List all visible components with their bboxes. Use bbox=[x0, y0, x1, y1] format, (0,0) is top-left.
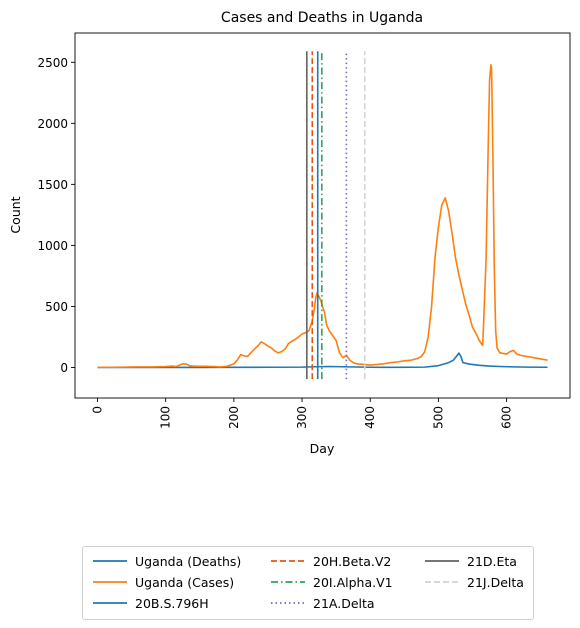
legend-swatch bbox=[425, 560, 459, 562]
legend-item: Uganda (Cases) bbox=[91, 572, 234, 592]
legend-swatch bbox=[93, 602, 127, 604]
series-line-1 bbox=[97, 63, 548, 369]
y-axis-label: Count bbox=[8, 196, 23, 233]
legend-swatch bbox=[93, 581, 127, 583]
legend-item: 20B.S.796H bbox=[91, 593, 209, 613]
legend: Uganda (Deaths) Uganda (Cases) 20B.S.796H 2… bbox=[82, 546, 534, 620]
x-tick-label-0: 0 bbox=[91, 406, 105, 414]
x-tick-label-4: 400 bbox=[363, 406, 377, 429]
legend-item: 21J.Delta bbox=[423, 572, 524, 592]
axes: 0 100 200 300 400 500 600 0 500 1000 1500 2000 2500 bbox=[37, 32, 571, 429]
legend-swatch bbox=[93, 560, 127, 562]
legend-item: 20I.Alpha.V1 bbox=[269, 572, 393, 592]
x-tick-label-6: 600 bbox=[500, 406, 514, 429]
chart-title: Cases and Deaths in Uganda bbox=[221, 10, 423, 26]
y-tick-label-2: 1000 bbox=[37, 239, 68, 253]
legend-label: 20I.Alpha.V1 bbox=[313, 574, 393, 590]
plot-area bbox=[97, 51, 548, 380]
legend-label: Uganda (Cases) bbox=[135, 574, 235, 590]
x-tick-label-2: 200 bbox=[227, 406, 241, 429]
y-tick-label-0: 0 bbox=[60, 361, 68, 375]
legend-swatch bbox=[271, 560, 305, 562]
legend-label: 20H.Beta.V2 bbox=[313, 553, 392, 569]
legend-item: 21D.Eta bbox=[423, 551, 517, 571]
legend-label: 21J.Delta bbox=[467, 574, 524, 590]
y-tick-label-3: 1500 bbox=[37, 178, 68, 192]
y-tick-label-1: 500 bbox=[45, 300, 68, 314]
x-axis-label: Day bbox=[310, 441, 335, 456]
x-tick-label-1: 100 bbox=[159, 406, 173, 429]
legend-item: 20H.Beta.V2 bbox=[269, 551, 391, 571]
series-line-0 bbox=[97, 352, 548, 369]
legend-label: 21A.Delta bbox=[313, 595, 375, 611]
y-tick-label-5: 2500 bbox=[37, 56, 68, 70]
legend-item: Uganda (Deaths) bbox=[91, 551, 241, 571]
plot-frame bbox=[74, 32, 571, 399]
legend-label: 21D.Eta bbox=[467, 553, 517, 569]
x-tick-label-3: 300 bbox=[295, 406, 309, 429]
legend-swatch bbox=[271, 581, 305, 583]
legend-swatch bbox=[425, 581, 459, 583]
legend-label: Uganda (Deaths) bbox=[135, 553, 242, 569]
legend-label: 20B.S.796H bbox=[135, 595, 209, 611]
x-tick-label-5: 500 bbox=[431, 406, 445, 429]
legend-swatch bbox=[271, 602, 305, 604]
legend-item: 21A.Delta bbox=[269, 593, 375, 613]
y-tick-label-4: 2000 bbox=[37, 117, 68, 131]
